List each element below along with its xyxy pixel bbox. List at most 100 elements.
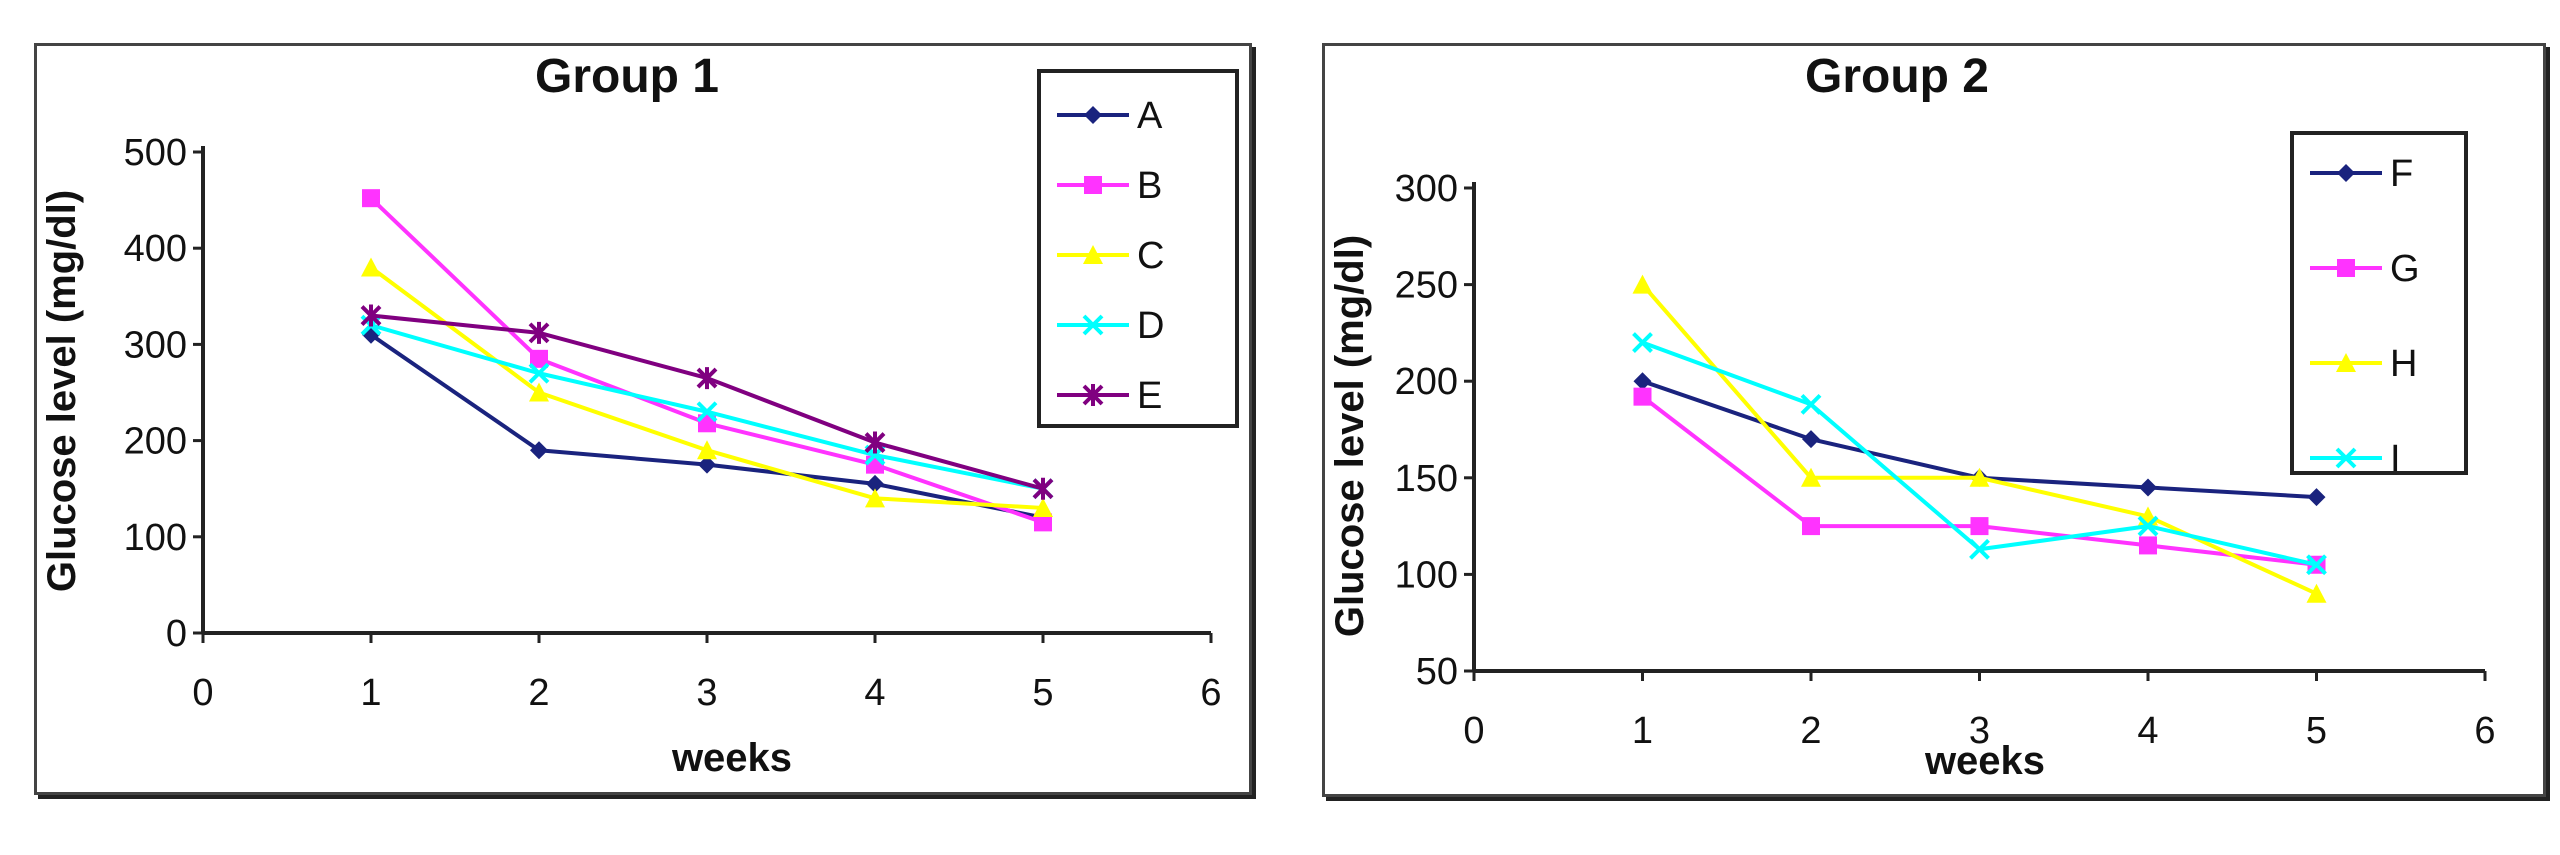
data-point-E-2	[528, 321, 550, 344]
data-point-G-1	[1633, 387, 1652, 406]
y-tick-label: 150	[1395, 458, 1458, 500]
chart-panel-group-1: Group 1 0 100 200 300 400 500 0 1 2 3 4 5 6 weeks Gluco…	[34, 43, 1252, 795]
data-point-B-5	[1034, 513, 1052, 532]
data-point-C-2	[529, 382, 549, 402]
legend-label: C	[1137, 235, 1164, 277]
data-point-E-1	[360, 304, 382, 327]
y-tick-label: 200	[1395, 361, 1458, 403]
legend-label: H	[2390, 343, 2417, 385]
legend-label: G	[2390, 248, 2420, 290]
series-I	[1632, 332, 2327, 576]
x-tick-label: 6	[1200, 672, 1221, 714]
legend-marker-C	[1083, 245, 1103, 264]
data-point-I-2	[1800, 393, 1822, 415]
x-tick-label: 3	[696, 672, 717, 714]
legend-marker-I	[2335, 447, 2357, 469]
x-tick-label: 5	[1032, 672, 1053, 714]
legend-label: I	[2390, 438, 2401, 480]
data-point-H-3	[1969, 467, 1990, 487]
legend-box	[2290, 131, 2468, 475]
legend-marker-E	[1082, 384, 1104, 406]
legend-marker-B	[1084, 176, 1102, 194]
data-point-G-4	[2139, 536, 2157, 555]
legend: F G H I	[2290, 131, 2468, 480]
y-axis-label: Glucose level (mg/dl)	[40, 190, 84, 592]
legend-marker-F	[2337, 164, 2355, 182]
data-point-H-1	[1632, 274, 1653, 294]
chart-svg-group-1: Group 1 0 100 200 300 400 500 0 1 2 3 4 5 6 weeks Gluco…	[40, 50, 1239, 780]
series-line-B	[369, 196, 1044, 525]
chart-svg-group-2: Group 2 50 100 150 200 250 300 0 1 2 3 4 5 6 weeks Gluc…	[1328, 50, 2496, 783]
data-point-I-5	[2306, 554, 2327, 576]
series-G	[1633, 387, 2326, 574]
chart-title: Group 2	[1805, 50, 1989, 103]
data-point-F-4	[2139, 478, 2157, 497]
y-axis-label: Glucose level (mg/dl)	[1328, 235, 1372, 637]
data-point-D-2	[528, 362, 550, 384]
data-point-I-3	[1969, 538, 1990, 560]
data-point-A-2	[530, 441, 548, 460]
legend-label: A	[1137, 95, 1163, 137]
data-point-C-4	[865, 488, 885, 508]
data-point-E-3	[696, 367, 718, 390]
legend-label: E	[1137, 375, 1162, 417]
legend-label: F	[2390, 153, 2413, 195]
legend-marker-G	[2337, 259, 2355, 277]
data-point-H-2	[1801, 467, 1821, 487]
data-point-F-1	[1633, 372, 1652, 391]
legend-label: B	[1137, 165, 1162, 207]
data-point-E-5	[1032, 477, 1054, 500]
y-tick-label: 200	[124, 421, 187, 463]
x-tick-label: 1	[1632, 710, 1653, 752]
legend-marker-D	[1082, 314, 1104, 336]
series-B	[362, 189, 1052, 532]
x-tick-label: 1	[360, 672, 381, 714]
data-point-F-2	[1802, 430, 1820, 449]
x-tick-label: 0	[1463, 710, 1484, 752]
data-point-B-1	[362, 189, 380, 208]
data-point-F-5	[2307, 488, 2326, 507]
data-point-B-4	[866, 455, 884, 474]
y-tick-label: 250	[1395, 265, 1458, 307]
data-point-C-1	[361, 257, 381, 277]
data-point-G-3	[1970, 517, 1989, 536]
data-point-D-3	[696, 401, 718, 423]
legend-marker-A	[1084, 106, 1102, 124]
data-point-I-4	[2137, 515, 2159, 537]
y-tick-label: 100	[124, 517, 187, 559]
data-point-A-3	[698, 455, 716, 474]
y-tick-label: 300	[124, 324, 187, 366]
data-point-A-4	[866, 474, 884, 493]
series-E	[360, 304, 1054, 500]
x-tick-label: 3	[1969, 710, 1990, 752]
x-tick-label: 5	[2306, 710, 2327, 752]
y-tick-label: 0	[166, 613, 187, 655]
chart-title: Group 1	[535, 50, 719, 103]
x-tick-label: 4	[864, 672, 885, 714]
legend-label: D	[1137, 305, 1164, 347]
x-tick-label: 4	[2137, 710, 2158, 752]
data-point-H-5	[2306, 583, 2327, 603]
series-C	[361, 257, 1053, 517]
data-point-C-3	[697, 440, 717, 460]
x-tick-label: 2	[1800, 710, 1821, 752]
y-tick-label: 300	[1395, 168, 1458, 210]
y-tick-label: 100	[1395, 554, 1458, 596]
x-axis-label: weeks	[1924, 739, 2045, 783]
y-tick-label: 400	[124, 228, 187, 270]
x-tick-label: 2	[528, 672, 549, 714]
data-point-G-2	[1802, 517, 1820, 536]
data-point-E-4	[864, 431, 886, 454]
legend-box	[1037, 69, 1239, 428]
x-tick-label: 6	[2474, 710, 2495, 752]
chart-panel-group-2: Group 2 50 100 150 200 250 300 0 1 2 3 4 5 6 weeks Gluc…	[1322, 43, 2546, 797]
legend-marker-H	[2336, 353, 2356, 372]
data-point-B-2	[530, 349, 548, 368]
x-axis-label: weeks	[671, 736, 792, 780]
y-tick-label: 500	[124, 132, 187, 174]
x-tick-label: 0	[192, 672, 213, 714]
y-tick-label: 50	[1416, 651, 1458, 693]
data-point-C-5	[1033, 497, 1053, 517]
data-point-I-1	[1632, 332, 1653, 353]
